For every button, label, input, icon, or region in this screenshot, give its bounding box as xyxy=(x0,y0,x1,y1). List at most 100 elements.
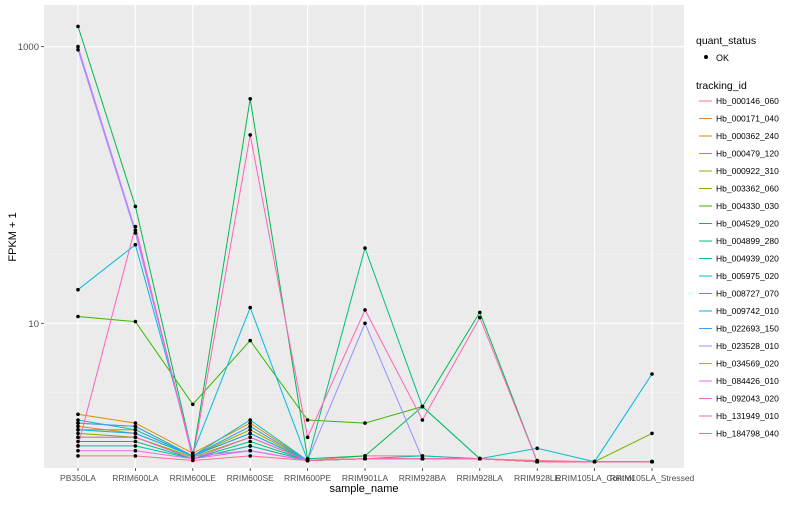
legend-quant-label: OK xyxy=(716,53,729,63)
data-point xyxy=(248,439,252,444)
legend-item-label: Hb_131949_010 xyxy=(716,411,779,421)
data-point xyxy=(191,454,195,458)
legend-item-label: Hb_000479_120 xyxy=(716,149,779,159)
legend-item-label: Hb_004529_020 xyxy=(716,219,779,229)
data-point xyxy=(248,424,252,429)
data-point xyxy=(76,287,80,292)
x-tick-label: PB350LA xyxy=(60,473,96,483)
data-point xyxy=(248,428,252,432)
data-point xyxy=(76,314,80,319)
data-point xyxy=(305,435,310,440)
legend-item-label: Hb_022693_150 xyxy=(716,324,779,334)
data-point xyxy=(420,454,425,458)
data-point xyxy=(76,435,80,440)
data-point xyxy=(76,24,80,29)
data-point xyxy=(248,338,252,343)
data-point xyxy=(76,424,80,429)
data-point xyxy=(76,431,80,436)
data-point xyxy=(420,404,425,409)
data-point xyxy=(650,459,654,464)
data-point xyxy=(420,456,425,461)
legend-item-label: Hb_184798_040 xyxy=(716,429,779,439)
x-tick-label: RRIM600SE xyxy=(227,473,275,483)
data-points xyxy=(76,24,654,464)
data-point xyxy=(76,454,80,458)
data-point xyxy=(133,431,138,436)
legend-item-label: Hb_023528_010 xyxy=(716,341,779,351)
data-point xyxy=(305,418,310,422)
data-point xyxy=(133,228,138,233)
data-point xyxy=(133,421,138,425)
legend-item-label: Hb_034569_020 xyxy=(716,359,779,369)
data-point xyxy=(191,451,195,456)
data-point xyxy=(76,421,80,425)
legend-item-label: Hb_004939_020 xyxy=(716,254,779,264)
data-point xyxy=(478,310,482,315)
legend-item-label: Hb_003362_060 xyxy=(716,184,779,194)
data-point xyxy=(248,444,252,448)
legend-item-label: Hb_084426_010 xyxy=(716,376,779,386)
x-axis-label: sample_name xyxy=(329,483,398,495)
data-point xyxy=(133,444,138,448)
data-point xyxy=(478,456,482,461)
data-point xyxy=(248,431,252,436)
data-point xyxy=(248,448,252,453)
legend-item-label: Hb_004330_030 xyxy=(716,201,779,211)
data-point xyxy=(133,224,138,229)
x-tick-label: RRIM600PE xyxy=(284,473,332,483)
x-tick-label: RRIM928LE xyxy=(514,473,561,483)
grid-lines xyxy=(44,5,684,468)
data-point xyxy=(363,246,367,250)
data-point xyxy=(535,459,539,464)
data-point xyxy=(363,321,367,326)
data-point xyxy=(76,428,80,432)
legend-item-label: Hb_000362_240 xyxy=(716,131,779,141)
data-point xyxy=(191,458,195,463)
y-tick-label: 10 xyxy=(28,319,39,330)
axes: 10 1000 PB350LA RRIM600LA RRIM600LE RRIM600SE… xyxy=(18,42,695,483)
data-point xyxy=(650,372,654,376)
legend-tracking-title: tracking_id xyxy=(696,80,747,92)
data-point xyxy=(248,97,252,101)
data-point xyxy=(76,439,80,444)
data-point xyxy=(133,424,138,429)
legend-item-label: Hb_000171_040 xyxy=(716,114,779,124)
data-point xyxy=(363,456,367,461)
legend-quant-title: quant_status xyxy=(696,35,756,47)
x-tick-label: RRIM928LA xyxy=(457,473,504,483)
data-point xyxy=(76,418,80,422)
data-point xyxy=(133,428,138,432)
data-point xyxy=(133,231,138,235)
x-tick-label: RRIM600LA xyxy=(112,473,159,483)
data-point xyxy=(76,44,80,49)
data-point xyxy=(133,439,138,444)
legend-item-label: Hb_005975_020 xyxy=(716,271,779,281)
x-tick-label: RRIM928BA xyxy=(399,473,447,483)
data-point xyxy=(478,315,482,320)
legend-item-label: Hb_008727_070 xyxy=(716,289,779,299)
y-axis-label: FPKM + 1 xyxy=(7,212,19,261)
data-point xyxy=(133,204,138,209)
x-tick-label: RRIM600LE xyxy=(170,473,217,483)
y-tick-label: 1000 xyxy=(18,42,39,53)
data-point xyxy=(133,435,138,440)
data-point xyxy=(248,133,252,137)
data-point xyxy=(191,402,195,407)
data-point xyxy=(248,305,252,310)
x-tick-label: RRIM901LA xyxy=(342,473,389,483)
data-point xyxy=(650,431,654,436)
data-point xyxy=(248,454,252,458)
legend-item-label: Hb_009742_010 xyxy=(716,306,779,316)
data-point xyxy=(76,444,80,448)
data-point xyxy=(133,242,138,247)
x-tick-label: RRIM105LA_Stressed xyxy=(610,473,695,483)
data-point xyxy=(363,421,367,425)
data-point xyxy=(133,319,138,324)
data-point xyxy=(76,412,80,417)
legend-item-label: Hb_092043_020 xyxy=(716,394,779,404)
data-point xyxy=(592,459,597,464)
data-point xyxy=(248,418,252,422)
data-point xyxy=(420,418,425,422)
